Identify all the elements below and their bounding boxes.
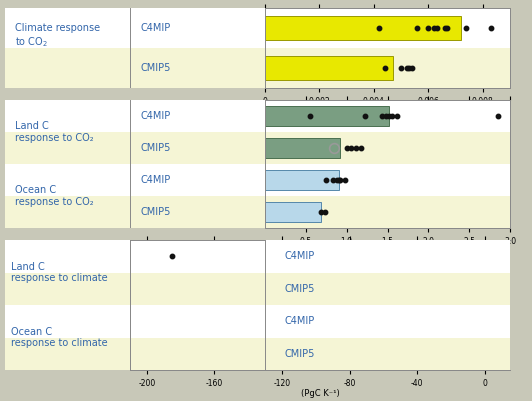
Bar xyxy=(265,48,510,88)
Bar xyxy=(265,106,389,126)
Bar xyxy=(265,164,510,196)
Bar xyxy=(458,344,485,363)
Bar xyxy=(5,338,130,370)
Text: CMIP5: CMIP5 xyxy=(285,284,315,294)
Bar xyxy=(5,8,265,48)
Bar xyxy=(130,240,510,273)
Bar xyxy=(5,48,265,88)
Bar xyxy=(265,8,510,48)
Text: Ocean C
response to CO₂: Ocean C response to CO₂ xyxy=(15,185,94,207)
Text: C4MIP: C4MIP xyxy=(140,23,171,33)
Text: CMIP5: CMIP5 xyxy=(285,349,315,359)
Text: Climate response
to CO$_2$: Climate response to CO$_2$ xyxy=(15,23,101,49)
Text: Ocean C
response to climate: Ocean C response to climate xyxy=(11,327,108,348)
Text: C4MIP: C4MIP xyxy=(285,316,315,326)
Bar xyxy=(130,305,510,338)
X-axis label: (PgC ppm⁻¹): (PgC ppm⁻¹) xyxy=(361,247,413,256)
Bar xyxy=(426,247,485,266)
Bar xyxy=(265,196,510,228)
Bar xyxy=(130,273,510,305)
Bar xyxy=(420,279,485,298)
Bar xyxy=(5,273,130,305)
Bar xyxy=(265,240,510,273)
Bar xyxy=(130,338,510,370)
X-axis label: (PgC K⁻¹): (PgC K⁻¹) xyxy=(301,389,339,399)
Text: C4MIP: C4MIP xyxy=(140,175,171,185)
Text: Land C
response to climate: Land C response to climate xyxy=(11,262,108,283)
Bar xyxy=(265,16,461,40)
Text: C4MIP: C4MIP xyxy=(140,111,171,121)
Bar xyxy=(265,338,510,370)
Bar xyxy=(5,100,265,132)
Text: CMIP5: CMIP5 xyxy=(140,63,171,73)
Bar xyxy=(265,305,510,338)
Bar xyxy=(439,312,485,331)
Text: C4MIP: C4MIP xyxy=(285,251,315,261)
Bar xyxy=(265,100,510,132)
Bar xyxy=(5,164,265,196)
Bar xyxy=(265,203,321,222)
Bar xyxy=(265,132,510,164)
Bar xyxy=(5,240,130,273)
Bar xyxy=(265,138,340,158)
Bar xyxy=(5,305,130,338)
Bar xyxy=(265,56,393,80)
Bar xyxy=(265,170,338,190)
Text: Land C
response to CO₂: Land C response to CO₂ xyxy=(15,121,94,143)
Bar xyxy=(265,273,510,305)
Text: CMIP5: CMIP5 xyxy=(140,143,171,153)
Bar xyxy=(5,132,265,164)
Bar xyxy=(5,196,265,228)
Text: CMIP5: CMIP5 xyxy=(140,207,171,217)
X-axis label: (K ppm⁻¹): (K ppm⁻¹) xyxy=(367,107,408,116)
